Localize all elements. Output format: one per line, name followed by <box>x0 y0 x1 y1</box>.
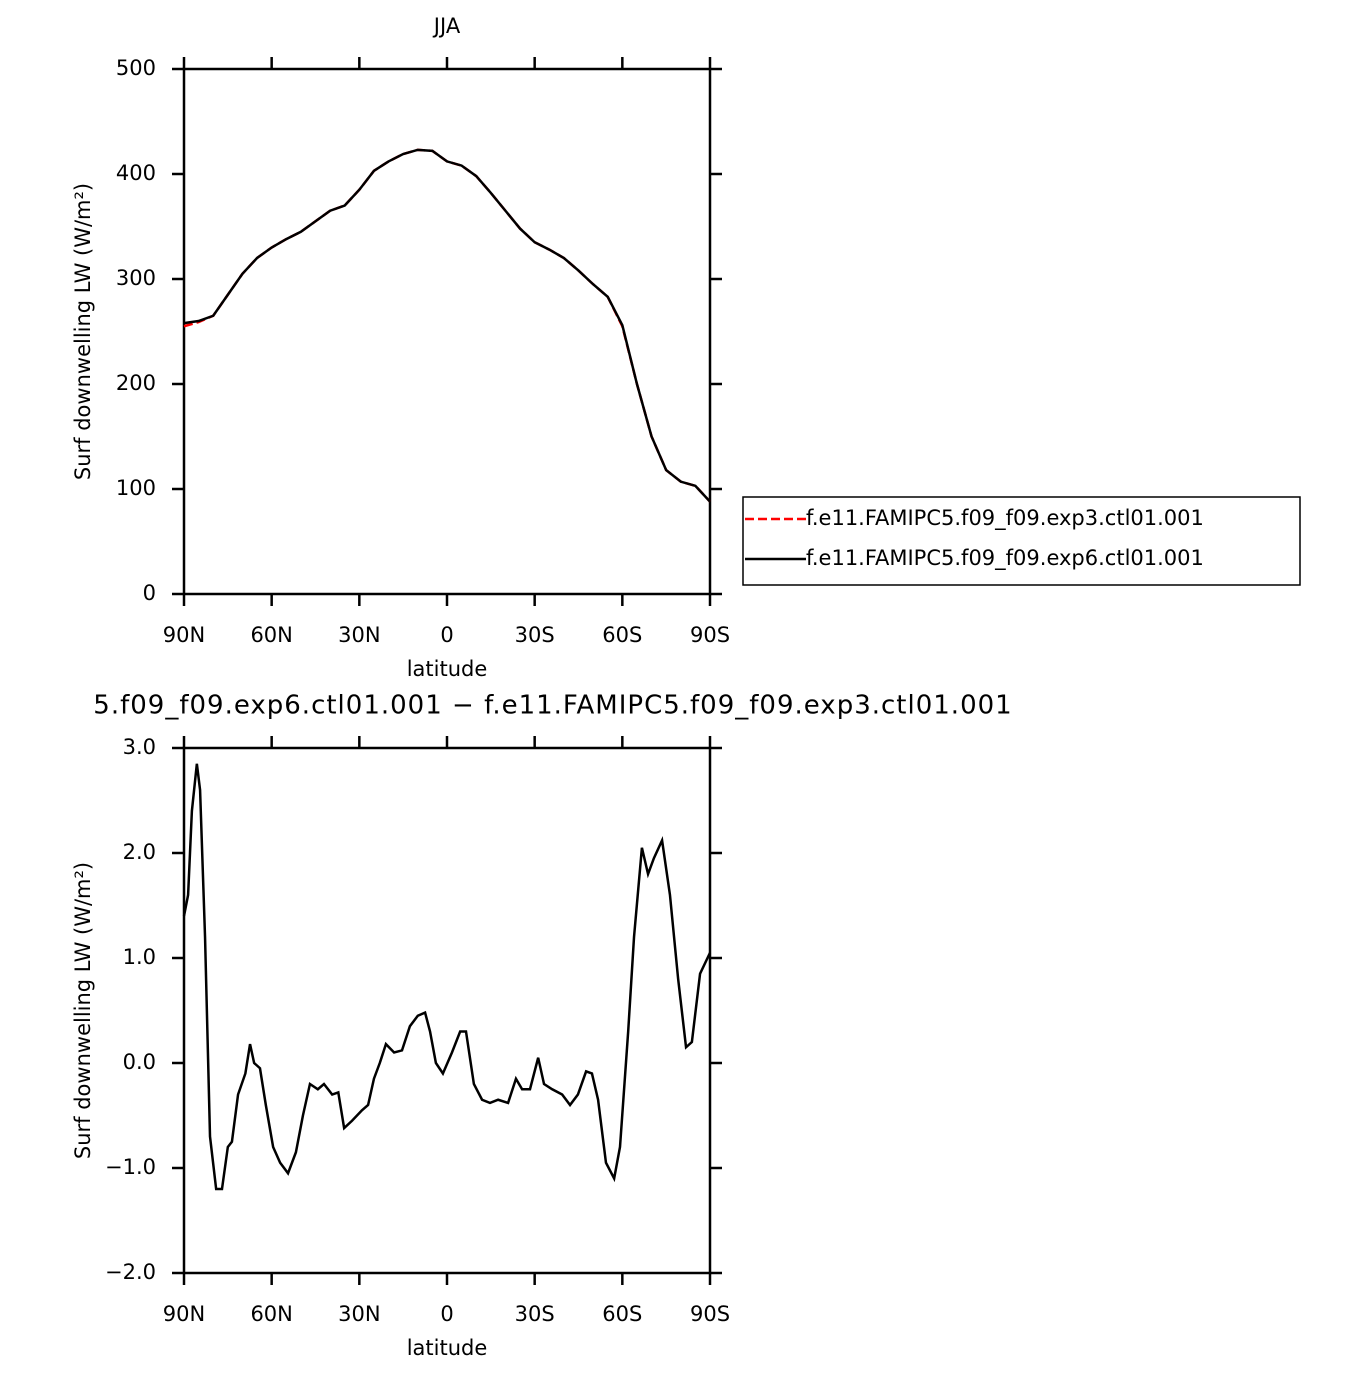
x-axis-label: latitude <box>407 1336 488 1360</box>
legend-label: f.e11.FAMIPC5.f09_f09.exp3.ctl01.001 <box>806 506 1204 531</box>
y-tick-label: 300 <box>116 266 156 290</box>
plot-frame <box>182 746 712 1275</box>
y-tick-label: 0 <box>143 581 156 605</box>
y-tick-label: −1.0 <box>105 1155 156 1179</box>
x-tick-label: 90N <box>163 1302 205 1326</box>
x-tick-label: 30N <box>338 623 380 647</box>
x-axis-label: latitude <box>407 657 488 681</box>
x-tick-label: 90S <box>690 1302 730 1326</box>
y-tick-label: −2.0 <box>105 1260 156 1284</box>
x-tick-label: 90N <box>163 623 205 647</box>
y-axis-label: Surf downwelling LW (W/m²) <box>71 183 95 480</box>
y-axis-label: Surf downwelling LW (W/m²) <box>71 862 95 1159</box>
x-tick-label: 30N <box>338 1302 380 1326</box>
y-tick-label: 2.0 <box>123 840 156 864</box>
x-tick-label: 90S <box>690 623 730 647</box>
data-line <box>183 148 711 503</box>
chart-title: 5.f09_f09.exp6.ctl01.001 − f.e11.FAMIPC5… <box>93 691 1012 721</box>
y-tick-label: 100 <box>116 476 156 500</box>
x-tick-label: 60S <box>602 1302 642 1326</box>
chart-title: JJA <box>432 14 461 38</box>
x-tick-label: 0 <box>440 623 453 647</box>
data-line <box>183 148 711 503</box>
legend-label: f.e11.FAMIPC5.f09_f09.exp6.ctl01.001 <box>806 546 1204 571</box>
y-tick-label: 3.0 <box>123 735 156 759</box>
y-tick-label: 200 <box>116 371 156 395</box>
x-tick-label: 30S <box>515 1302 555 1326</box>
y-tick-label: 500 <box>116 56 156 80</box>
plot-frame <box>182 67 712 596</box>
x-tick-label: 60N <box>250 623 292 647</box>
y-tick-label: 0.0 <box>123 1050 156 1074</box>
x-tick-label: 60N <box>250 1302 292 1326</box>
x-tick-label: 60S <box>602 623 642 647</box>
y-tick-label: 400 <box>116 161 156 185</box>
data-line <box>182 763 712 1191</box>
y-tick-label: 1.0 <box>123 945 156 969</box>
legend-box <box>742 496 1301 586</box>
x-tick-label: 30S <box>515 623 555 647</box>
x-tick-label: 0 <box>440 1302 453 1326</box>
